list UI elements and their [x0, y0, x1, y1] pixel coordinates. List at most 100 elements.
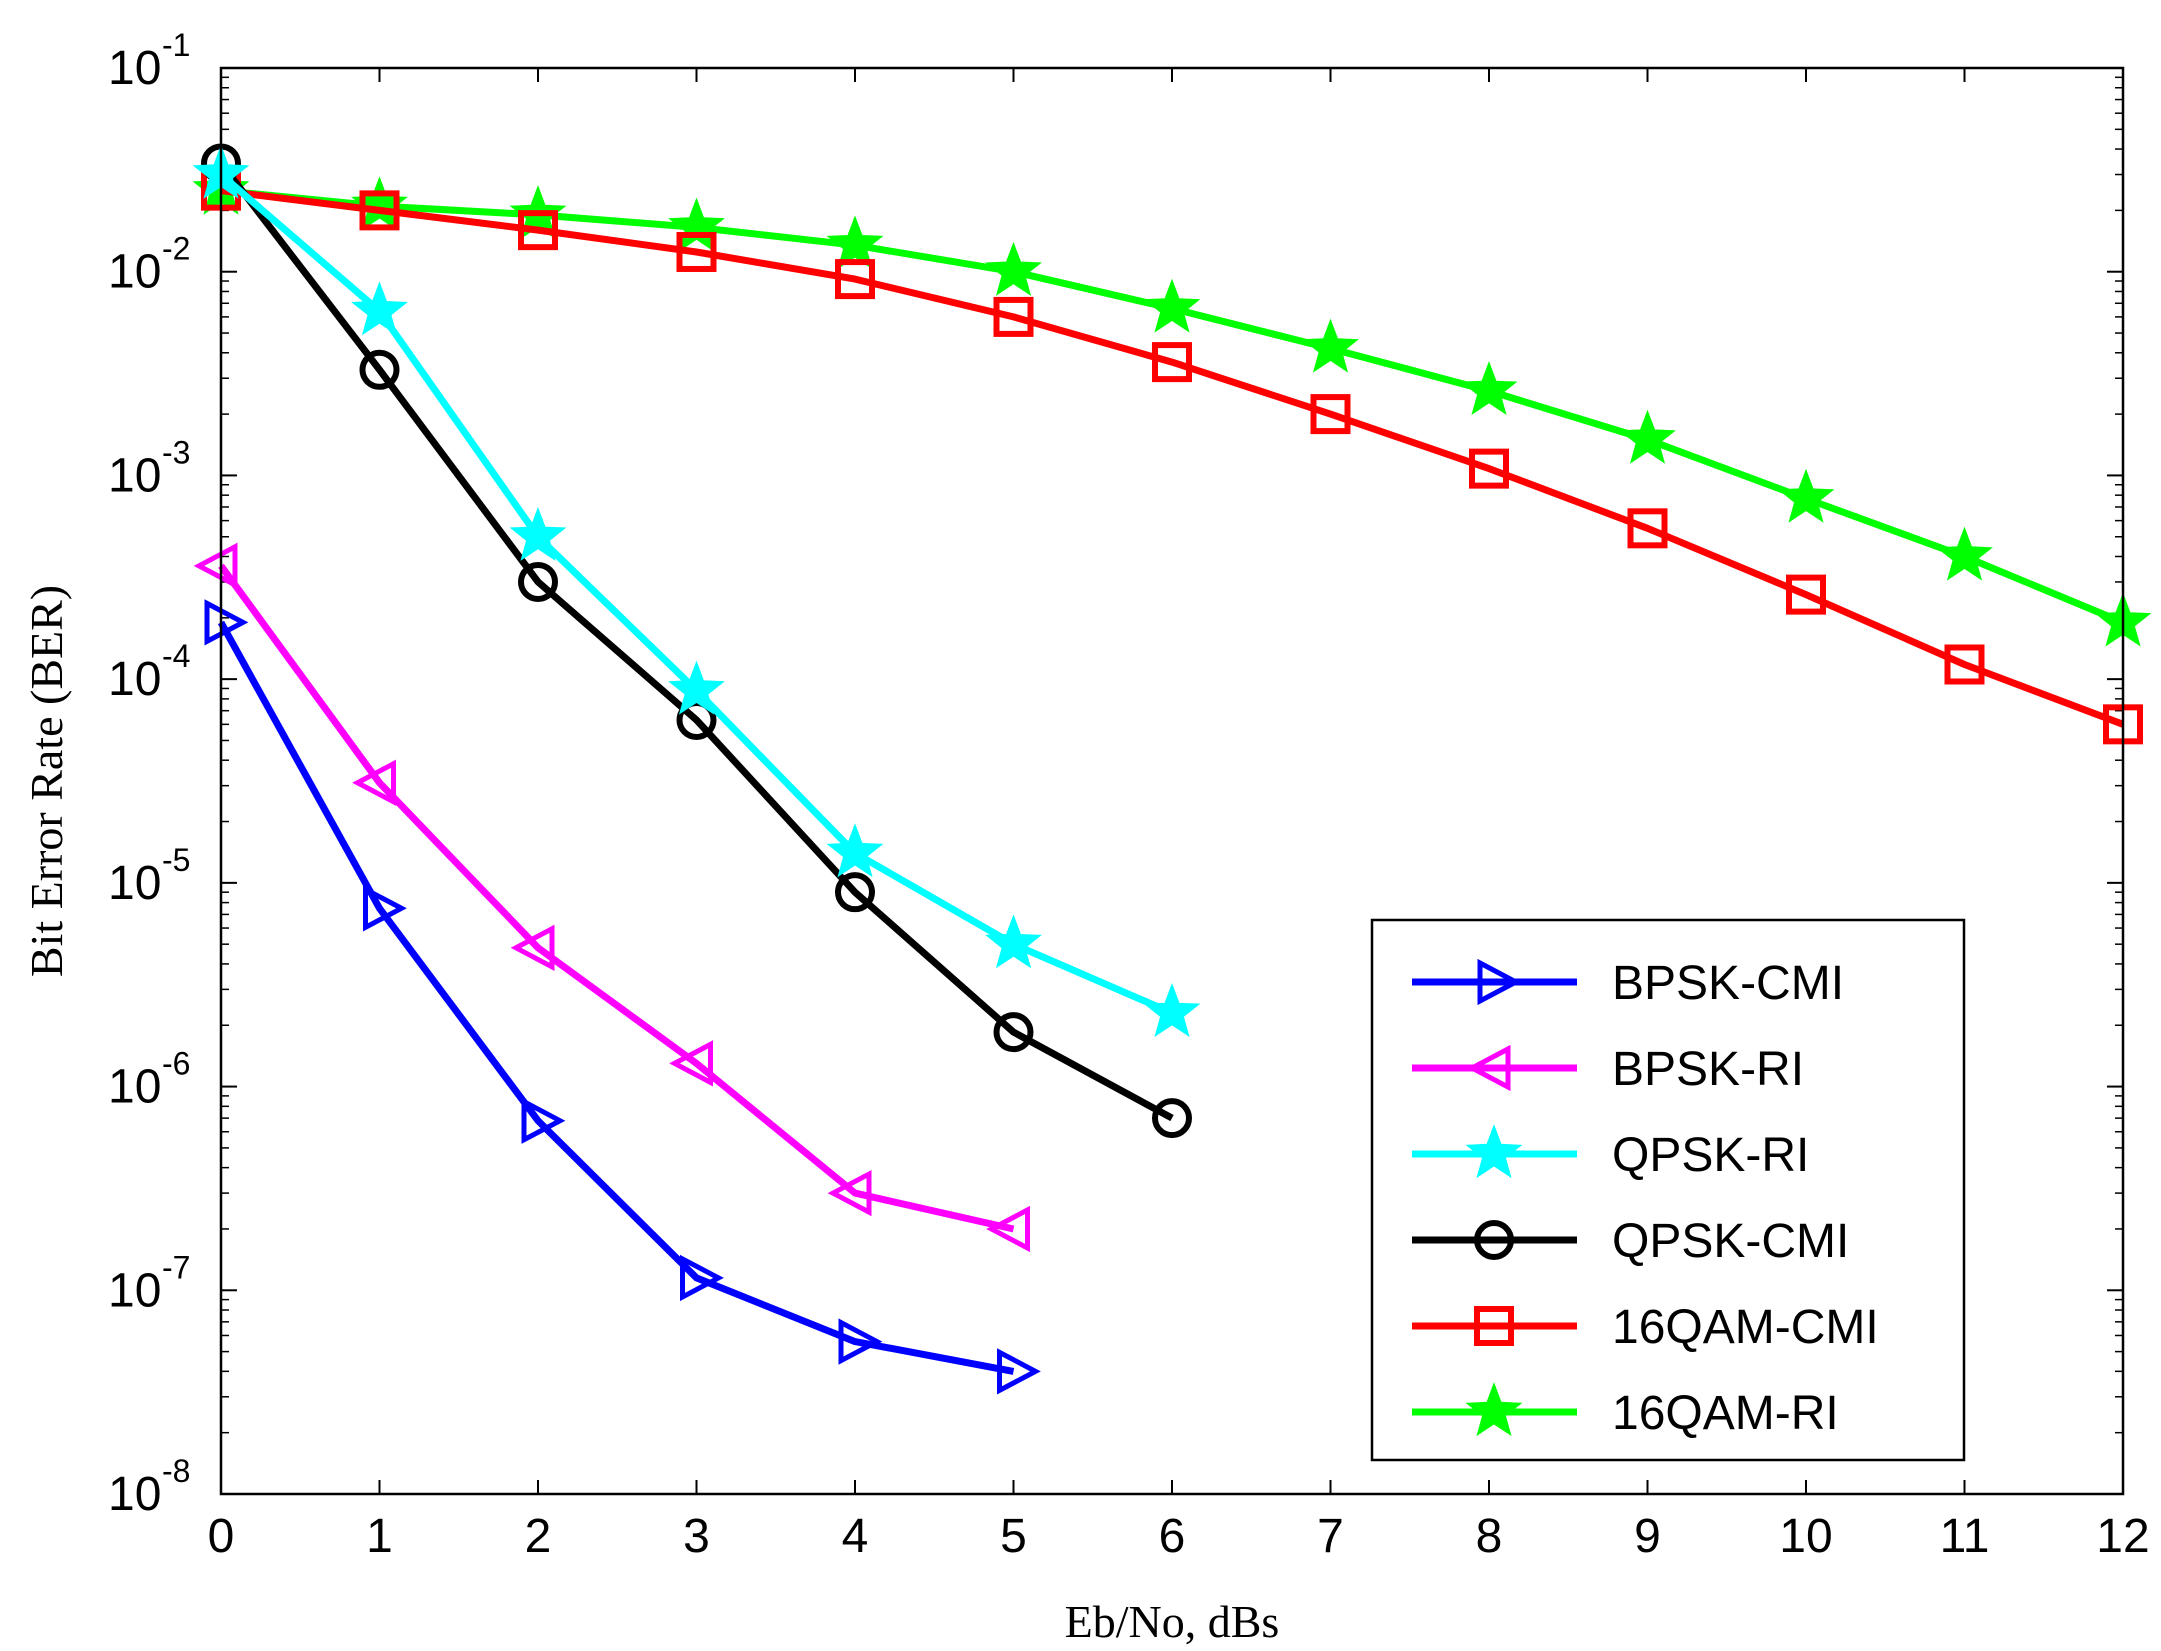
y-tick-base: 10: [108, 1264, 161, 1317]
x-tick-label: 4: [842, 1510, 869, 1563]
y-tick-exponent: -8: [162, 1453, 190, 1489]
data-point-bpsk-cmi: [680, 1254, 724, 1302]
x-tick-label: 12: [2096, 1510, 2149, 1563]
legend-entry-qpsk-cmi: QPSK-CMI: [1412, 1215, 1849, 1268]
data-point-qpsk-cmi: [676, 700, 717, 741]
legend-marker-bpsk-cmi: [1477, 958, 1522, 1006]
series-line-bpsk-ri: [218, 563, 1015, 1233]
x-tick-label: 10: [1779, 1510, 1832, 1563]
data-point-qpsk-ri: [351, 281, 408, 336]
data-point-16qam-ri: [1619, 409, 1676, 464]
legend-marker-qpsk-ri: [1465, 1124, 1523, 1179]
series-line-qpsk-cmi: [218, 161, 1174, 1122]
data-point-16qam-cmi: [1310, 394, 1351, 435]
data-point-16qam-cmi: [359, 190, 400, 231]
data-point-bpsk-ri: [669, 1040, 713, 1087]
data-point-16qam-ri: [1143, 278, 1201, 333]
data-point-bpsk-cmi: [521, 1097, 566, 1144]
data-point-qpsk-cmi: [993, 1012, 1034, 1053]
data-point-bpsk-ri: [510, 924, 555, 971]
data-point-16qam-cmi: [1627, 508, 1668, 549]
y-tick-base: 10: [108, 653, 161, 706]
data-point-qpsk-ri: [826, 823, 884, 878]
x-tick-label: 7: [1317, 1510, 1344, 1563]
legend-entry-bpsk-cmi: BPSK-CMI: [1412, 957, 1844, 1010]
series-16qam-cmi: [201, 170, 2143, 745]
legend-entry-qpsk-ri: QPSK-RI: [1412, 1124, 1809, 1182]
legend-entry-16qam-ri: 16QAM-RI: [1412, 1382, 1839, 1440]
legend-box: [1370, 918, 1966, 1462]
data-point-bpsk-ri: [986, 1205, 1030, 1253]
legend-label-bpsk-ri: BPSK-RI: [1612, 1043, 1804, 1096]
data-point-bpsk-cmi: [363, 885, 407, 932]
data-point-16qam-cmi: [518, 210, 558, 251]
data-point-bpsk-cmi: [204, 599, 249, 646]
legend-label-qpsk-cmi: QPSK-CMI: [1612, 1215, 1849, 1268]
y-tick-exponent: -4: [162, 638, 190, 674]
legend-entry-16qam-cmi: 16QAM-CMI: [1412, 1301, 1879, 1354]
x-tick-label: 5: [1000, 1510, 1027, 1563]
legend-label-16qam-cmi: 16QAM-CMI: [1612, 1301, 1879, 1354]
series-group: [192, 143, 2152, 1395]
series-bpsk-ri: [193, 542, 1030, 1253]
data-point-16qam-ri: [668, 197, 725, 252]
data-point-16qam-ri: [1460, 361, 1518, 416]
data-point-qpsk-cmi: [518, 561, 558, 602]
y-tick-exponent: -2: [162, 231, 190, 267]
y-tick-base: 10: [108, 857, 161, 910]
series-line-bpsk-cmi: [217, 620, 1015, 1375]
data-point-16qam-cmi: [993, 296, 1034, 337]
data-point-qpsk-ri: [1143, 983, 1201, 1038]
x-tick-label: 2: [525, 1510, 552, 1563]
x-tick-label: 1: [366, 1510, 393, 1563]
legend-entry-bpsk-ri: BPSK-RI: [1412, 1043, 1804, 1096]
data-point-bpsk-cmi: [838, 1318, 883, 1365]
series-bpsk-cmi: [204, 599, 1041, 1395]
data-point-16qam-ri: [826, 215, 884, 270]
y-tick-exponent: -1: [162, 27, 190, 63]
data-point-16qam-ri: [985, 241, 1042, 296]
data-point-16qam-cmi: [1152, 342, 1192, 383]
data-point-bpsk-ri: [827, 1169, 872, 1217]
legend: BPSK-CMI BPSK-RI QPSK-RI QPSK-CMI 16QAM-CMI 1…: [1370, 918, 1966, 1462]
data-point-qpsk-ri: [509, 506, 567, 561]
data-point-qpsk-ri: [985, 914, 1042, 969]
data-point-16qam-ri: [1936, 526, 1993, 581]
data-point-bpsk-cmi: [997, 1348, 1041, 1395]
y-tick-exponent: -3: [162, 434, 190, 470]
legend-marker-qpsk-cmi: [1474, 1220, 1514, 1260]
x-tick-label: 6: [1159, 1510, 1186, 1563]
data-point-16qam-cmi: [1786, 574, 1826, 615]
y-tick-base: 10: [108, 246, 161, 299]
legend-label-16qam-ri: 16QAM-RI: [1612, 1387, 1839, 1440]
data-point-qpsk-cmi: [835, 872, 875, 913]
x-tick-label: 0: [208, 1510, 235, 1563]
data-point-qpsk-ri: [668, 660, 725, 715]
y-tick-exponent: -6: [162, 1046, 190, 1082]
y-tick-exponent: -7: [162, 1249, 190, 1285]
legend-marker-16qam-cmi: [1474, 1306, 1514, 1346]
data-point-16qam-cmi: [835, 259, 875, 300]
data-point-16qam-cmi: [1469, 448, 1509, 489]
y-tick-exponent: -5: [162, 842, 190, 878]
legend-label-bpsk-cmi: BPSK-CMI: [1612, 957, 1844, 1010]
series-line-16qam-cmi: [220, 187, 2125, 728]
data-point-bpsk-ri: [193, 542, 238, 589]
y-tick-base: 10: [108, 449, 161, 502]
data-point-16qam-ri: [1777, 468, 1835, 523]
y-tick-base: 10: [108, 42, 161, 95]
data-point-16qam-ri: [1302, 318, 1359, 373]
legend-marker-16qam-ri: [1465, 1382, 1523, 1437]
legend-label-qpsk-ri: QPSK-RI: [1612, 1129, 1809, 1182]
data-point-16qam-cmi: [676, 231, 717, 272]
data-point-bpsk-ri: [352, 759, 396, 806]
x-tick-label: 9: [1634, 1510, 1661, 1563]
data-point-qpsk-cmi: [1152, 1098, 1192, 1139]
data-point-16qam-cmi: [1944, 644, 1985, 685]
x-axis-title: Eb/No, dBs: [1065, 1596, 1280, 1647]
legend-marker-bpsk-ri: [1466, 1044, 1511, 1092]
data-point-qpsk-cmi: [359, 349, 400, 390]
x-tick-label: 3: [683, 1510, 710, 1563]
axis-ticks: 0 1 2 3 4 5 6 7 8 9 10 11 1210-810-710-610-510-410-3…: [108, 27, 2150, 1563]
